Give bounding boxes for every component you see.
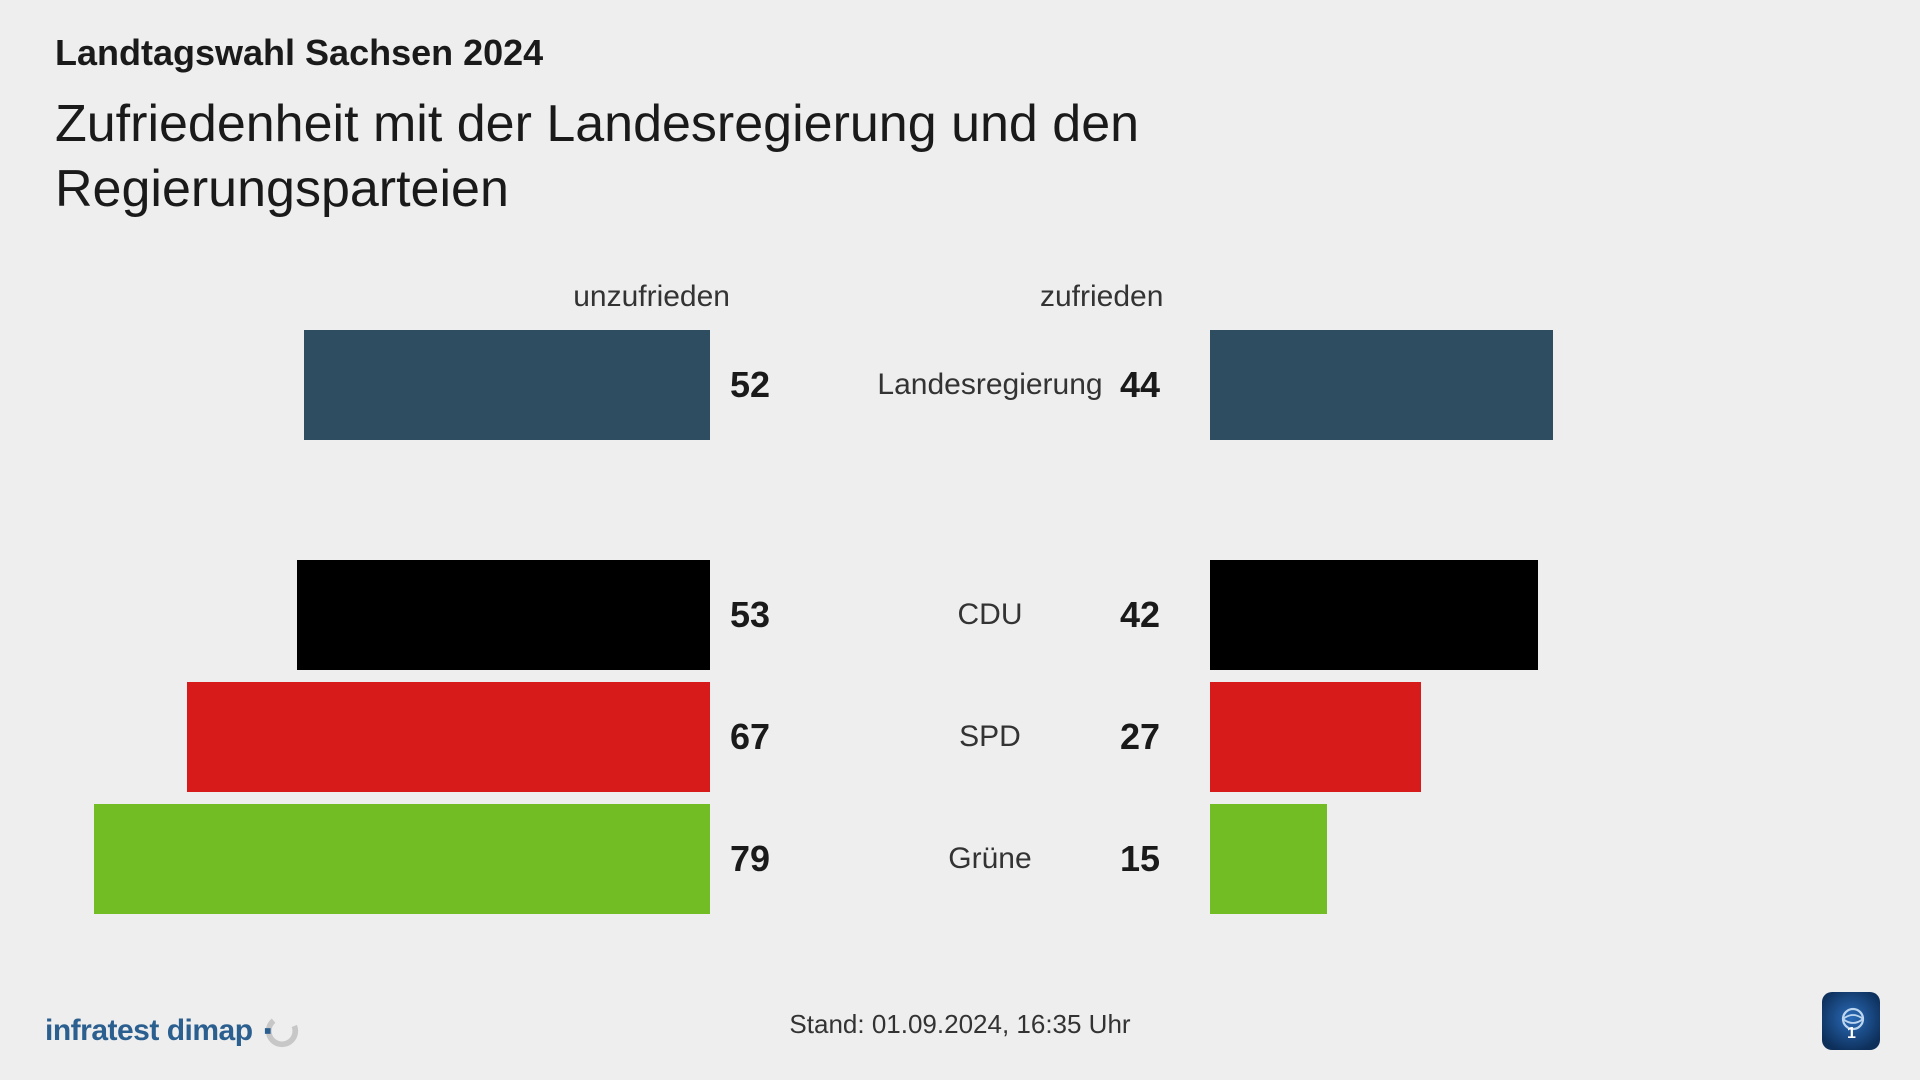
value-right: 44 — [1120, 364, 1160, 406]
row-label: Landesregierung — [865, 368, 1115, 402]
timestamp: Stand: 01.09.2024, 16:35 Uhr — [789, 1009, 1130, 1040]
value-left: 79 — [730, 838, 770, 880]
source-logo-icon — [263, 1012, 301, 1050]
value-right: 42 — [1120, 594, 1160, 636]
diverging-bar-chart: unzufrieden zufrieden 52Landesregierung4… — [55, 280, 1865, 914]
bar-right — [1210, 804, 1327, 914]
value-right: 15 — [1120, 838, 1160, 880]
chart-footer: infratest dimap Stand: 01.09.2024, 16:35… — [0, 990, 1920, 1050]
source-text: infratest dimap — [45, 1014, 253, 1048]
row-spacer — [55, 670, 1865, 682]
chart-title: Zufriedenheit mit der Landesregierung un… — [55, 92, 1455, 222]
row-spacer — [55, 792, 1865, 804]
bar-left — [187, 682, 710, 792]
right-column-label: zufrieden — [1040, 280, 1290, 314]
row-label: CDU — [865, 598, 1115, 632]
bar-left — [304, 330, 710, 440]
value-left: 67 — [730, 716, 770, 758]
bar-left — [297, 560, 710, 670]
chart-row: 53 CDU42 — [55, 560, 1865, 670]
chart-row: 52 Landesregierung44 — [55, 330, 1865, 440]
supertitle: Landtagswahl Sachsen 2024 — [55, 32, 1455, 74]
network-badge-icon: 1 — [1822, 992, 1880, 1050]
chart-header: Landtagswahl Sachsen 2024 Zufriedenheit … — [55, 32, 1455, 222]
bar-right — [1210, 682, 1421, 792]
value-left: 53 — [730, 594, 770, 636]
bar-right — [1210, 560, 1538, 670]
column-headers: unzufrieden zufrieden — [55, 280, 1865, 330]
chart-row: 79 Grüne15 — [55, 804, 1865, 914]
timestamp-prefix: Stand: — [789, 1009, 871, 1039]
source-attribution: infratest dimap — [45, 1012, 301, 1050]
value-right: 27 — [1120, 716, 1160, 758]
row-label: Grüne — [865, 842, 1115, 876]
group-gap — [55, 440, 1865, 560]
left-column-label: unzufrieden — [480, 280, 730, 314]
bar-right — [1210, 330, 1553, 440]
svg-text:1: 1 — [1847, 1025, 1856, 1041]
timestamp-value: 01.09.2024, 16:35 Uhr — [872, 1009, 1131, 1039]
chart-row: 67 SPD27 — [55, 682, 1865, 792]
row-label: SPD — [865, 720, 1115, 754]
bar-left — [94, 804, 710, 914]
value-left: 52 — [730, 364, 770, 406]
